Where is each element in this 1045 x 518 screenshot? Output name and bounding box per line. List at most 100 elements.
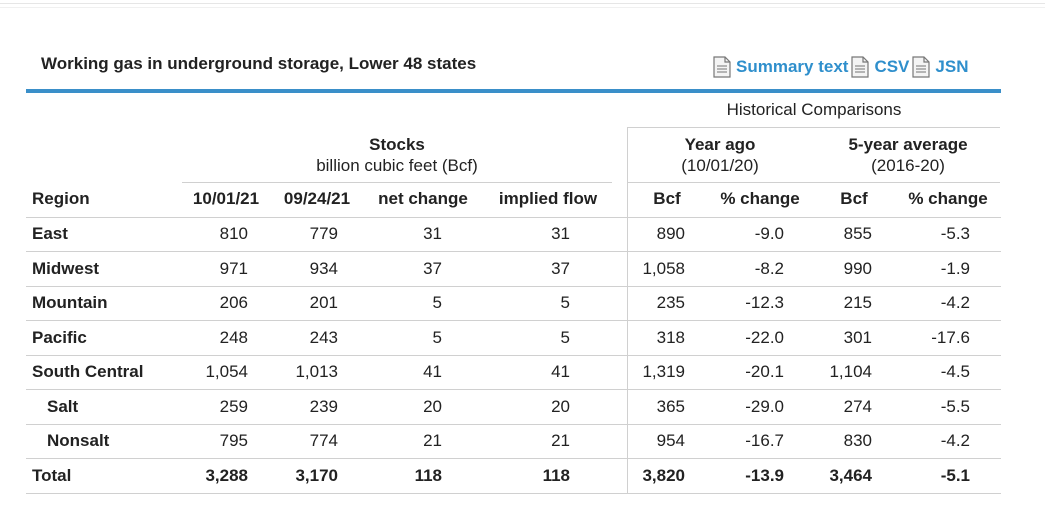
row-region-label: Total — [32, 465, 72, 485]
column-header-4: implied flow — [498, 189, 598, 208]
column-header-3: net change — [378, 189, 468, 208]
summary-text-link[interactable]: Summary text — [712, 56, 848, 78]
row-separator — [26, 320, 1001, 321]
table-cell-fy_pct: -1.9 — [940, 258, 970, 278]
header-rule-stocks — [182, 182, 612, 183]
table-cell-fy_bcf: 215 — [843, 293, 872, 312]
table-cell-v1: 248 — [219, 327, 248, 347]
document-icon — [713, 56, 731, 78]
jsn-link[interactable]: JSN — [911, 56, 968, 78]
stocks-unit: billion cubic feet (Bcf) — [316, 156, 478, 175]
csv-link[interactable]: CSV — [850, 56, 909, 78]
five-year-range: (2016-20) — [871, 156, 945, 175]
column-header-6: % change — [720, 189, 800, 208]
table-cell-v1: 259 — [219, 396, 248, 416]
stocks-header: Stocks — [369, 135, 425, 154]
column-header-5: Bcf — [653, 189, 681, 208]
table-cell-v2: 779 — [309, 224, 338, 243]
table-cell-flow: 5 — [560, 293, 570, 312]
table-cell-ya_bcf: 954 — [656, 431, 685, 450]
table-cell-flow: 20 — [551, 396, 570, 416]
table-cell-fy_bcf: 830 — [843, 431, 872, 450]
table-cell-ya_pct: -13.9 — [745, 465, 784, 485]
table-cell-v1: 810 — [219, 224, 248, 243]
table-cell-ya_bcf: 365 — [656, 396, 685, 416]
year-ago-date: (10/01/20) — [681, 156, 759, 175]
table-cell-fy_pct: -5.5 — [940, 396, 970, 416]
table-cell-fy_bcf: 3,464 — [829, 465, 872, 485]
five-year-header: 5-year average — [848, 135, 968, 154]
top-rule-secondary — [0, 7, 1045, 8]
row-region-label: Midwest — [32, 258, 100, 278]
table-cell-net: 21 — [423, 431, 442, 450]
column-header-2: 09/24/21 — [283, 189, 351, 208]
table-cell-v2: 1,013 — [295, 362, 338, 381]
summary-text-label[interactable]: Summary text — [736, 57, 849, 76]
csv-label[interactable]: CSV — [874, 57, 910, 76]
table-cell-net: 41 — [423, 362, 442, 381]
year-ago-header: Year ago — [684, 135, 756, 154]
table-cell-ya_pct: -22.0 — [745, 327, 784, 347]
historical-rule — [628, 127, 1000, 128]
row-region-label: Pacific — [32, 327, 87, 347]
table-cell-fy_bcf: 1,104 — [829, 362, 872, 381]
row-separator — [26, 389, 1001, 390]
row-separator — [26, 354, 1001, 356]
table-cell-ya_bcf: 1,319 — [642, 362, 685, 381]
row-separator — [26, 423, 1001, 425]
table-cell-fy_pct: -4.2 — [940, 293, 970, 312]
row-region-label: Mountain — [32, 293, 108, 312]
row-region-label: Nonsalt — [47, 431, 110, 450]
column-header-1: 10/01/21 — [192, 189, 260, 208]
table-title: Working gas in underground storage, Lowe… — [41, 54, 477, 73]
jsn-label[interactable]: JSN — [935, 57, 969, 76]
table-cell-ya_pct: -29.0 — [745, 396, 784, 416]
table-cell-v2: 934 — [309, 258, 338, 278]
table-cell-fy_pct: -4.2 — [940, 431, 970, 450]
row-separator — [26, 251, 1001, 252]
table-cell-ya_pct: -9.0 — [754, 224, 784, 243]
document-icon — [851, 56, 870, 78]
table-cell-net: 5 — [432, 293, 442, 312]
table-cell-v2: 243 — [309, 327, 338, 347]
table-cell-fy_pct: -5.1 — [940, 465, 970, 485]
table-cell-v1: 795 — [219, 431, 248, 450]
download-links: Summary text CSV JSN — [712, 56, 970, 78]
table-cell-flow: 41 — [551, 362, 570, 381]
table-cell-v1: 3,288 — [205, 465, 248, 485]
row-region-label: South Central — [32, 362, 144, 381]
historical-comparisons-header: Historical Comparisons — [726, 100, 902, 119]
row-region-label: Salt — [47, 396, 79, 416]
table-cell-fy_pct: -5.3 — [940, 224, 970, 243]
table-cell-fy_bcf: 855 — [843, 224, 872, 243]
table-cell-v1: 1,054 — [205, 362, 248, 381]
historical-divider — [627, 127, 628, 493]
document-icon — [912, 56, 931, 78]
table-cell-flow: 21 — [551, 431, 570, 450]
table-cell-v2: 239 — [309, 396, 338, 416]
accent-bar — [26, 89, 1001, 93]
row-separator — [26, 285, 1001, 287]
row-separator — [26, 492, 1001, 494]
row-region-label: East — [32, 224, 68, 243]
table-cell-v1: 206 — [219, 293, 248, 312]
table-cell-fy_bcf: 990 — [843, 258, 872, 278]
table-cell-fy_pct: -4.5 — [940, 362, 970, 381]
top-rule — [0, 3, 1045, 4]
table-cell-v2: 774 — [309, 431, 338, 450]
table-cell-ya_pct: -20.1 — [745, 362, 784, 381]
table-cell-flow: 118 — [542, 465, 570, 485]
table-cell-ya_bcf: 235 — [656, 293, 685, 312]
table-cell-fy_pct: -17.6 — [931, 327, 970, 347]
table-cell-v2: 201 — [309, 293, 338, 312]
table-cell-ya_pct: -12.3 — [745, 293, 784, 312]
table-cell-fy_bcf: 274 — [843, 396, 872, 416]
header-rule-historical — [628, 182, 1000, 183]
table-cell-v1: 971 — [219, 258, 248, 278]
table-cell-ya_bcf: 318 — [656, 327, 685, 347]
table-cell-ya_bcf: 1,058 — [642, 258, 685, 278]
column-header-0: Region — [32, 189, 90, 208]
table-cell-ya_pct: -16.7 — [745, 431, 784, 450]
table-cell-net: 31 — [423, 224, 442, 243]
table-cell-v2: 3,170 — [295, 465, 338, 485]
